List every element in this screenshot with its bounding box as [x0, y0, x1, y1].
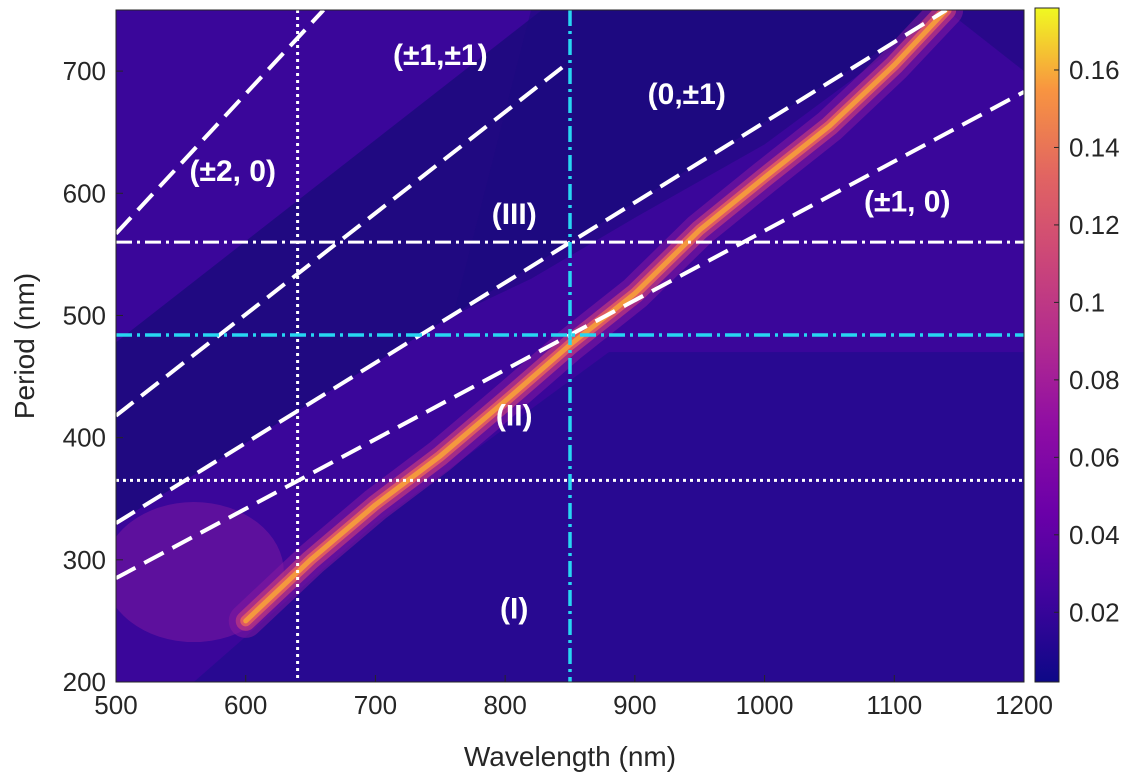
annotation-label: (±1,±1) — [393, 39, 488, 72]
heatmap-area — [115, 9, 1025, 683]
y-tick-label: 600 — [63, 178, 106, 208]
colorbar-tick-label: 0.02 — [1069, 597, 1120, 627]
annotation-label: (±1, 0) — [864, 186, 950, 219]
colorbar-tick-label: 0.08 — [1069, 365, 1120, 395]
annotation-labels: (±2, 0) (±1,±1) (0,±1) (III) (±1, 0) (II) (I) — [190, 39, 951, 625]
y-tick-label: 200 — [63, 667, 106, 697]
heatmap-low-region — [193, 352, 1024, 682]
annotation-label: (I) — [500, 592, 528, 625]
x-tick-label: 1100 — [866, 690, 922, 720]
diffraction-line — [116, 10, 948, 525]
annotation-label: (0,±1) — [648, 78, 726, 111]
colorbar-tick-label: 0.04 — [1069, 520, 1120, 550]
x-tick-label: 1200 — [995, 690, 1053, 720]
annotation-label: (II) — [496, 399, 533, 432]
x-tick-label: 800 — [483, 690, 526, 720]
x-axis-ticks: 500 600 700 800 900 1000 1100 1200 — [94, 675, 1053, 720]
annotation-label: (III) — [492, 198, 537, 231]
y-axis-label: Period (nm) — [9, 273, 40, 419]
colorbar-tick-label: 0.1 — [1069, 287, 1105, 317]
y-tick-label: 400 — [63, 423, 106, 453]
diffraction-line — [116, 10, 326, 235]
x-tick-label: 500 — [94, 690, 137, 720]
x-tick-label: 900 — [613, 690, 656, 720]
y-tick-label: 700 — [63, 56, 106, 86]
colorbar-gradient — [1034, 7, 1060, 683]
annotation-label: (±2, 0) — [190, 155, 276, 188]
x-tick-label: 600 — [224, 690, 267, 720]
x-tick-label: 700 — [354, 690, 397, 720]
heatmap-upper-region — [453, 10, 1024, 316]
colorbar-tick-label: 0.16 — [1069, 55, 1120, 85]
y-tick-label: 500 — [63, 300, 106, 330]
x-axis-label: Wavelength (nm) — [464, 741, 676, 772]
colorbar-tick-label: 0.12 — [1069, 210, 1120, 240]
plot-frame — [115, 9, 1025, 683]
colorbar: 0.02 0.04 0.06 0.08 0.1 0.12 0.14 0.16 — [1034, 7, 1120, 683]
y-tick-label: 300 — [63, 545, 106, 575]
colorbar-tick-label: 0.14 — [1069, 132, 1120, 162]
colorbar-tick-label: 0.06 — [1069, 442, 1120, 472]
x-tick-label: 1000 — [736, 690, 794, 720]
colorbar-ticks: 0.02 0.04 0.06 0.08 0.1 0.12 0.14 0.16 — [1054, 55, 1120, 627]
y-axis-ticks: 200 300 400 500 600 700 — [63, 56, 123, 697]
overlay-lines — [116, 10, 1024, 682]
